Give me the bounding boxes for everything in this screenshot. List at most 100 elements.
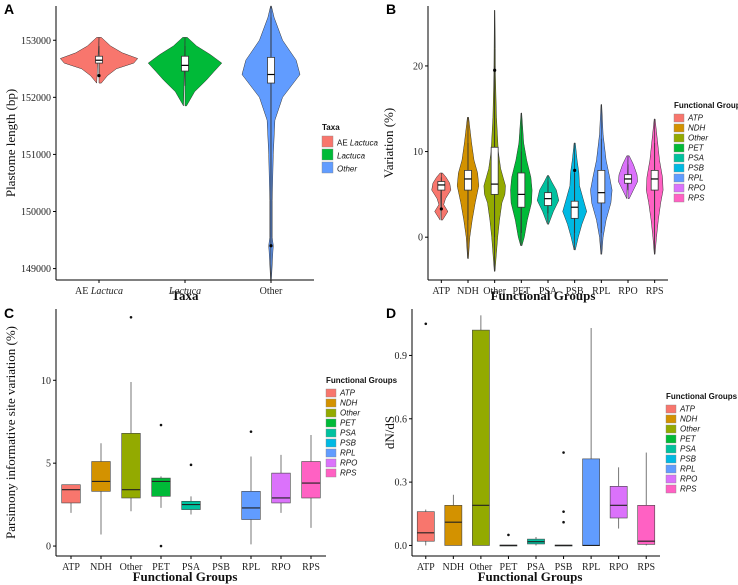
box-outlier (249, 430, 253, 433)
x-tick-label: PSA (182, 562, 201, 573)
legend-swatch (673, 113, 685, 123)
legend-swatch (325, 418, 337, 428)
legend: Taxa AE Lactuca Lactuca Other (321, 123, 378, 174)
y-tick-label: 153000 (21, 36, 51, 47)
x-tick-label: AE Lactuca (75, 286, 123, 297)
legend-swatch (673, 193, 685, 203)
legend-label: NDH (340, 399, 358, 408)
legend-label: PSA (680, 445, 696, 454)
x-tick-label: PSA (527, 562, 546, 573)
box-rpo (609, 486, 628, 519)
x-tick-label: PSB (566, 286, 584, 297)
violin-outlier (97, 74, 101, 78)
violin-box (517, 172, 526, 208)
y-tick-label: 0.6 (395, 414, 408, 425)
legend-swatch (673, 123, 685, 133)
y-tick-label: 10 (41, 376, 51, 387)
x-tick-label: RPS (637, 562, 655, 573)
legend-label: RPS (340, 469, 357, 478)
x-tick-label: RPS (302, 562, 320, 573)
legend-swatch (321, 135, 334, 148)
x-tick-label: ATP (62, 562, 80, 573)
x-tick-label: PET (152, 562, 170, 573)
x-tick-label: PET (512, 286, 530, 297)
x-tick-label: RPL (592, 286, 610, 297)
legend-swatch (665, 474, 677, 484)
x-axis-title: Functional Groups (133, 569, 238, 584)
box-rpo (271, 472, 291, 504)
y-axis-title: Parsimony informative site variation (%) (3, 326, 18, 539)
x-tick-label: PSB (212, 562, 230, 573)
legend-label: Other (340, 409, 360, 418)
legend-label: Lactuca (337, 152, 366, 161)
y-tick-label: 0.3 (395, 478, 408, 489)
x-tick-label: Lactuca (168, 286, 201, 297)
legend-swatch (673, 153, 685, 163)
y-tick-label: 0.0 (395, 541, 408, 552)
legend-label: PET (340, 419, 357, 428)
legend-label: NDH (680, 415, 698, 424)
box-outlier (424, 322, 428, 326)
x-axis-title: Functional Groups (491, 288, 596, 303)
box-rps (301, 461, 321, 499)
legend-swatch (673, 143, 685, 153)
legend-label: Other (688, 134, 708, 143)
legend: Functional Groups ATPNDHOtherPETPSAPSBRPL… (665, 392, 738, 494)
box-pet (151, 477, 171, 497)
y-tick-label: 10 (413, 147, 423, 158)
legend-label: PSA (340, 429, 356, 438)
legend-label: RPS (680, 485, 697, 494)
box-outlier (562, 451, 565, 454)
violin-box (597, 169, 606, 204)
x-tick-label: NDH (90, 562, 112, 573)
violin-box (464, 169, 472, 191)
y-tick-label: 5 (46, 459, 51, 470)
legend-title: Taxa (322, 123, 340, 132)
legend-swatch (325, 388, 337, 398)
x-axis-title: Functional Groups (478, 569, 583, 584)
violin-1 (431, 172, 452, 221)
panel-label: C (4, 305, 14, 321)
legend-swatch (665, 434, 677, 444)
box-outlier (562, 510, 565, 513)
box-other (472, 329, 490, 546)
legend-swatch (665, 414, 677, 424)
x-tick-label: RPO (271, 562, 290, 573)
violin-box (490, 146, 499, 195)
legend-label: RPL (340, 449, 356, 458)
y-tick-label: 0.9 (395, 351, 408, 362)
box-psa (181, 500, 201, 510)
box-outlier (129, 315, 133, 319)
legend-label: PET (680, 435, 697, 444)
violin-box (437, 181, 446, 191)
violin-4 (510, 112, 533, 247)
x-tick-label: ATP (417, 562, 435, 573)
x-tick-label: RPO (609, 562, 628, 573)
legend-swatch (665, 444, 677, 454)
y-axis-title: dN/dS (382, 416, 397, 449)
legend-title: Functional Groups (326, 376, 398, 385)
violin-box (650, 169, 659, 191)
legend: Functional Groups ATPNDHOtherPETPSAPSBRPL… (673, 101, 738, 203)
y-tick-label: 0 (418, 233, 423, 244)
legend-swatch (665, 404, 677, 414)
legend-swatch (325, 458, 337, 468)
legend-label: RPO (688, 184, 705, 193)
y-tick-label: 149000 (21, 264, 51, 275)
legend-swatch (673, 163, 685, 173)
violin-outlier (493, 68, 497, 72)
panel-label: B (386, 1, 396, 17)
box-outlier (159, 423, 163, 427)
y-axis-title: Variation (%) (381, 108, 396, 178)
box-outlier (562, 520, 565, 524)
legend-label: RPL (680, 465, 696, 474)
x-tick-label: RPL (582, 562, 600, 573)
legend-swatch (325, 438, 337, 448)
legend-label: RPO (340, 459, 357, 468)
violin-box (570, 200, 579, 219)
legend-swatch (665, 424, 677, 434)
x-tick-label: PET (500, 562, 518, 573)
